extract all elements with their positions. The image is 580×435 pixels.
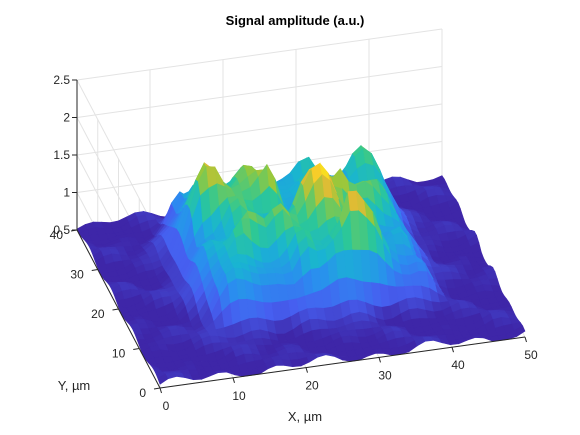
grid-line-back-z: [76, 141, 443, 193]
x-tick-mark: [159, 387, 162, 394]
y-tick-label: 0: [139, 386, 146, 400]
x-tick-mark: [305, 367, 308, 373]
grid-line-left-z: [76, 79, 161, 239]
y-tick-label: 30: [70, 268, 84, 282]
x-tick-label: 30: [378, 368, 392, 382]
x-tick-label: 10: [232, 389, 246, 403]
z-tick-label: 0.5: [53, 223, 70, 237]
y-tick-label: 40: [50, 228, 64, 242]
y-axis-label: Y, µm: [58, 378, 91, 393]
z-tick-label: 1: [63, 186, 70, 200]
z-tick-label: 2: [63, 111, 70, 125]
chart-title: Signal amplitude (a.u.): [226, 13, 365, 28]
y-tick-label: 10: [112, 347, 126, 361]
x-tick-mark: [378, 357, 381, 363]
x-axis-label: X, µm: [288, 409, 322, 424]
y-tick-label: 20: [91, 307, 105, 321]
x-tick-label: 0: [163, 399, 170, 413]
x-tick-mark: [232, 377, 235, 383]
surface-plot: [76, 144, 526, 385]
x-axis-line: [159, 336, 526, 389]
surface-cell: [472, 251, 484, 259]
x-tick-mark: [524, 336, 527, 343]
y-tick-mark: [133, 348, 140, 350]
z-tick-label: 1.5: [53, 148, 70, 162]
x-tick-mark: [451, 347, 454, 353]
y-tick-mark: [91, 269, 98, 271]
surface-cell: [514, 325, 526, 337]
y-tick-mark: [112, 308, 119, 311]
grid-line-back-z: [76, 66, 443, 118]
y-tick-mark: [153, 387, 161, 390]
grid-line-back-z: [76, 28, 443, 81]
grid-line-back-z: [76, 103, 443, 156]
x-tick-label: 40: [451, 358, 465, 372]
x-tick-label: 50: [524, 348, 538, 362]
x-tick-label: 20: [305, 379, 319, 393]
z-tick-label: 2.5: [53, 73, 70, 87]
